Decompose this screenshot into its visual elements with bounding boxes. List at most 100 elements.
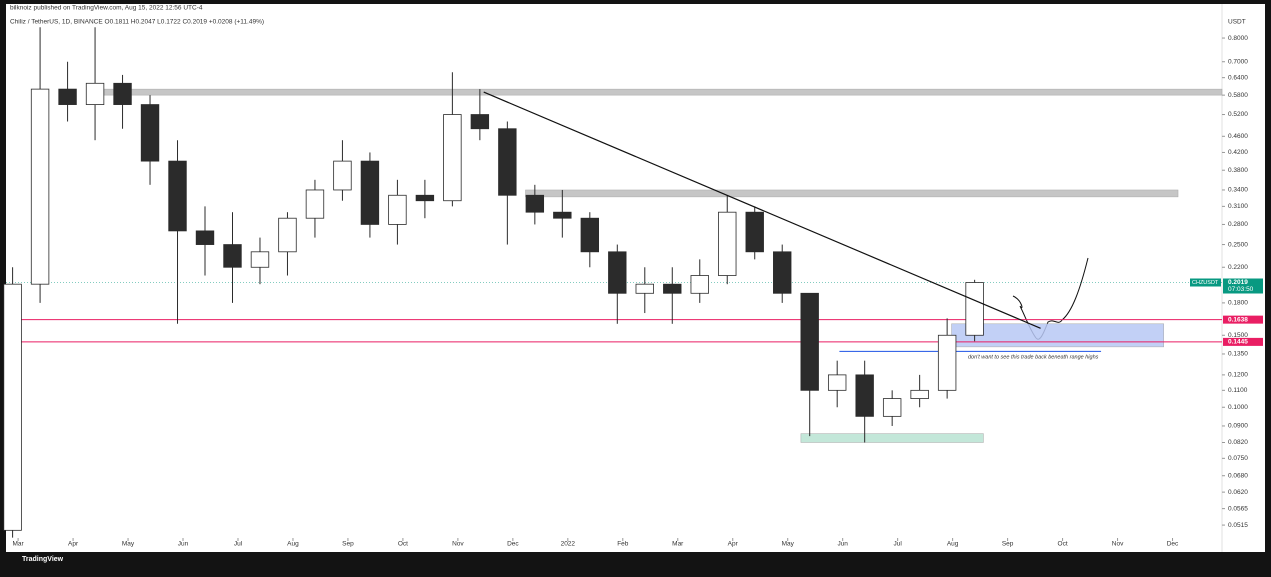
- x-tick-label: Oct: [1058, 541, 1068, 548]
- x-tick-label: Feb: [617, 541, 629, 548]
- y-tick-label: 0.7000: [1228, 58, 1248, 65]
- candle-body: [443, 114, 462, 202]
- x-tick-label: Jul: [234, 541, 243, 548]
- trendline: [483, 91, 1041, 329]
- candle-body: [635, 283, 654, 294]
- candle-body: [937, 334, 957, 391]
- branding: TradingView: [22, 556, 64, 563]
- candle-body: [195, 230, 215, 245]
- y-tick-label: 0.0900: [1228, 423, 1248, 430]
- level-label: 0.1638: [1228, 316, 1248, 323]
- y-tick-label: 0.3400: [1228, 187, 1248, 194]
- candle-body: [855, 374, 874, 417]
- x-tick-label: Oct: [398, 541, 408, 548]
- y-tick-label: 0.1350: [1228, 351, 1248, 358]
- x-tick-label: Aug: [287, 541, 299, 548]
- zone: [89, 88, 1223, 96]
- x-tick-label: 2022: [561, 541, 576, 548]
- zone: [800, 433, 984, 443]
- annotation: don't want to see this trade back beneat…: [968, 354, 1099, 360]
- x-tick-label: Dec: [1167, 541, 1179, 548]
- candle-body: [85, 82, 105, 105]
- candle-body: [305, 189, 325, 219]
- x-tick-label: Sep: [342, 541, 354, 548]
- y-tick-label: 0.1000: [1228, 404, 1248, 411]
- candle-body: [113, 82, 132, 105]
- candle-body: [910, 389, 929, 399]
- y-tick-label: 0.1100: [1228, 387, 1248, 394]
- y-tick-label: 0.5800: [1228, 92, 1248, 99]
- candle-body: [223, 244, 242, 268]
- y-tick-label: 0.0565: [1228, 505, 1248, 512]
- y-tick-label: 0.4200: [1228, 149, 1248, 156]
- candle-body: [278, 217, 297, 253]
- candle-body: [718, 211, 737, 276]
- y-tick-label: 0.2500: [1228, 241, 1248, 248]
- candle-body: [965, 282, 984, 336]
- y-tick-label: 0.5200: [1228, 111, 1248, 118]
- candle-body: [360, 160, 380, 225]
- y-axis-label: USDT: [1228, 19, 1246, 26]
- candle-body: [827, 374, 847, 391]
- last-price-label: 0.2019: [1228, 279, 1248, 286]
- candle-body: [773, 251, 792, 294]
- publisher-line: bilknoiz published on TradingView.com, A…: [10, 5, 203, 12]
- zone: [525, 189, 1179, 198]
- y-tick-label: 0.1200: [1228, 372, 1248, 379]
- x-tick-label: Dec: [507, 541, 519, 548]
- candle-body: [140, 104, 160, 162]
- candle-body: [30, 88, 50, 285]
- candle-body: [168, 160, 187, 232]
- candle-body: [3, 283, 22, 531]
- candle-body: [800, 292, 819, 391]
- x-tick-label: Aug: [947, 541, 959, 548]
- x-tick-label: Apr: [728, 541, 739, 548]
- y-tick-label: 0.0620: [1228, 489, 1248, 496]
- candle-body: [882, 398, 902, 417]
- y-tick-label: 0.1800: [1228, 300, 1248, 307]
- level-label-box: [1223, 337, 1263, 346]
- candle-body: [580, 217, 600, 253]
- y-tick-label: 0.0820: [1228, 439, 1248, 446]
- symbol-line: Chiliz / TetherUS, 1D, BINANCE O0.1811 H…: [10, 19, 264, 26]
- y-tick-label: 0.6400: [1228, 74, 1248, 81]
- x-tick-label: May: [782, 541, 795, 548]
- x-tick-label: May: [122, 541, 135, 548]
- candle-body: [415, 194, 435, 202]
- candle-body: [388, 194, 407, 225]
- y-tick-label: 0.1500: [1228, 332, 1248, 339]
- symbol-label: CHZUSDT: [1192, 280, 1219, 286]
- level-label: 0.1445: [1228, 339, 1248, 346]
- x-tick-label: Nov: [452, 541, 464, 548]
- symbol-box: [1190, 278, 1221, 287]
- candle-body: [663, 283, 682, 294]
- y-tick-label: 0.0515: [1228, 522, 1248, 529]
- level-label-box: [1223, 315, 1263, 324]
- x-tick-label: Mar: [672, 541, 684, 548]
- y-tick-label: 0.3800: [1228, 167, 1248, 174]
- y-tick-label: 0.8000: [1228, 35, 1248, 42]
- countdown-label: 07:03:50: [1228, 286, 1254, 293]
- candle-body: [608, 251, 627, 294]
- y-tick-label: 0.2200: [1228, 264, 1248, 271]
- x-tick-label: Jul: [894, 541, 903, 548]
- candle-body: [690, 275, 709, 294]
- candle-body: [745, 211, 764, 253]
- y-tick-label: 0.0680: [1228, 472, 1248, 479]
- x-tick-label: Apr: [68, 541, 79, 548]
- chart-background: [6, 4, 1265, 552]
- x-tick-label: Nov: [1112, 541, 1124, 548]
- y-tick-label: 0.3100: [1228, 203, 1248, 210]
- x-tick-label: Jun: [837, 541, 848, 548]
- x-tick-label: Mar: [12, 541, 24, 548]
- candle-body: [470, 114, 490, 130]
- y-tick-label: 0.0750: [1228, 455, 1248, 462]
- candle-body: [553, 211, 572, 219]
- candle-body: [498, 128, 517, 196]
- y-tick-label: 0.4600: [1228, 133, 1248, 140]
- x-tick-label: Jun: [178, 541, 189, 548]
- candle-body: [525, 194, 545, 213]
- x-tick-label: Sep: [1002, 541, 1014, 548]
